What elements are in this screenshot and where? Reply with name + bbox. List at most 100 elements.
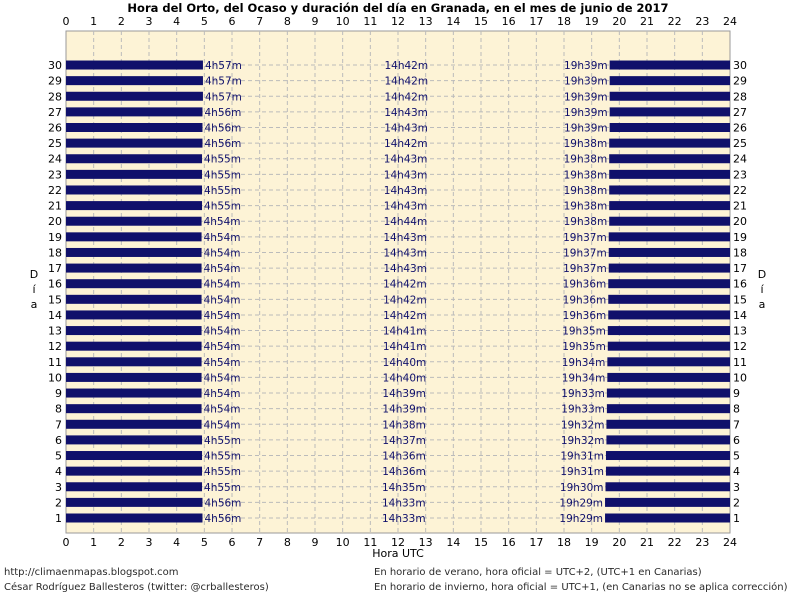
x-tick-label-top: 17 xyxy=(529,15,543,28)
night-bar-before-sunrise xyxy=(66,372,202,382)
x-ticks-top: 0 1 2 3 4 5 6 7 8 9 10 11 12 13 14 15 16 17 18 19 20 21 22 23 24 xyxy=(63,15,738,28)
y-tick-label-right: 28 xyxy=(733,90,747,103)
y-tick-label-left: 15 xyxy=(48,293,62,306)
duration-label: 14h43m xyxy=(384,123,428,135)
y-axis-label-char: í xyxy=(760,283,764,296)
x-tick-label-bottom: 9 xyxy=(312,536,319,549)
sunrise-label: 4h57m xyxy=(205,76,242,88)
y-tick-label-left: 28 xyxy=(48,90,62,103)
night-bar-before-sunrise xyxy=(66,91,203,101)
y-tick-label-left: 24 xyxy=(48,153,62,166)
sunrise-label: 4h54m xyxy=(204,232,241,244)
y-tick-label-right: 13 xyxy=(733,325,747,338)
night-bar-after-sunset xyxy=(609,201,730,211)
sunset-label: 19h38m xyxy=(564,216,608,228)
y-tick-label-right: 14 xyxy=(733,309,747,322)
y-tick-label-right: 17 xyxy=(733,262,747,275)
y-axis-label-char: í xyxy=(32,283,36,296)
x-tick-label-bottom: 3 xyxy=(146,536,153,549)
y-axis-label-right: Día xyxy=(758,268,766,311)
y-tick-label-right: 2 xyxy=(733,496,740,509)
night-bar-after-sunset xyxy=(609,60,730,70)
duration-label: 14h33m xyxy=(382,497,426,509)
night-bar-before-sunrise xyxy=(66,294,202,304)
sunset-label: 19h38m xyxy=(564,169,608,181)
value-labels: 4h56m 14h33m 19h29m 4h56m 14h33m 19h29m 4h55m 1… xyxy=(204,60,608,525)
night-bar-after-sunset xyxy=(607,341,730,351)
y-tick-label-right: 10 xyxy=(733,371,747,384)
night-bar-before-sunrise xyxy=(66,123,203,132)
sunrise-label: 4h54m xyxy=(204,279,241,291)
sunset-label: 19h39m xyxy=(564,60,608,72)
x-tick-label-top: 9 xyxy=(312,15,319,28)
sunrise-label: 4h54m xyxy=(204,372,241,384)
night-bar-after-sunset xyxy=(605,451,730,461)
sunrise-label: 4h55m xyxy=(204,169,241,181)
night-bar-before-sunrise xyxy=(66,482,203,492)
sunrise-label: 4h55m xyxy=(204,201,241,213)
sunset-label: 19h31m xyxy=(560,451,604,463)
y-tick-label-right: 3 xyxy=(733,481,740,494)
night-bar-before-sunrise xyxy=(66,76,203,86)
night-bar-before-sunrise xyxy=(66,169,203,179)
night-bar-after-sunset xyxy=(607,357,730,367)
night-bar-before-sunrise xyxy=(66,154,203,164)
sunrise-label: 4h55m xyxy=(204,451,241,463)
sunrise-label: 4h54m xyxy=(204,326,241,338)
x-tick-label-bottom: 8 xyxy=(284,536,291,549)
night-bar-before-sunrise xyxy=(66,279,202,289)
duration-label: 14h42m xyxy=(384,76,428,88)
x-tick-label-top: 19 xyxy=(585,15,599,28)
y-axis-label-char: a xyxy=(31,298,38,311)
x-tick-label-bottom: 20 xyxy=(612,536,626,549)
y-tick-label-left: 16 xyxy=(48,278,62,291)
sunset-label: 19h34m xyxy=(562,372,606,384)
duration-label: 14h43m xyxy=(384,169,428,181)
sunset-label: 19h30m xyxy=(560,482,604,494)
night-bar-after-sunset xyxy=(608,247,730,257)
night-bar-before-sunrise xyxy=(66,451,203,461)
y-tick-label-right: 20 xyxy=(733,215,747,228)
sunrise-label: 4h56m xyxy=(204,123,241,135)
y-tick-label-left: 3 xyxy=(55,481,62,494)
duration-label: 14h41m xyxy=(383,341,427,353)
duration-label: 14h36m xyxy=(382,451,426,463)
sunrise-label: 4h55m xyxy=(204,482,241,494)
x-tick-label-top: 18 xyxy=(557,15,571,28)
sunset-label: 19h36m xyxy=(563,279,607,291)
night-bar-before-sunrise xyxy=(66,185,203,195)
sunset-label: 19h38m xyxy=(564,154,608,166)
sunrise-label: 4h54m xyxy=(204,294,241,306)
sunrise-label: 4h54m xyxy=(204,216,241,228)
night-bar-after-sunset xyxy=(609,107,730,117)
y-tick-label-right: 4 xyxy=(733,465,740,478)
y-axis-label-char: D xyxy=(30,268,38,281)
y-tick-label-left: 11 xyxy=(48,356,62,369)
x-tick-label-top: 8 xyxy=(284,15,291,28)
sunrise-label: 4h54m xyxy=(204,388,241,400)
duration-label: 14h39m xyxy=(382,388,426,400)
y-tick-label-right: 8 xyxy=(733,403,740,416)
y-tick-label-left: 6 xyxy=(55,434,62,447)
duration-label: 14h42m xyxy=(384,60,428,72)
y-tick-label-right: 16 xyxy=(733,278,747,291)
y-axis-label-char: a xyxy=(759,298,766,311)
y-tick-label-right: 30 xyxy=(733,59,747,72)
sunset-label: 19h39m xyxy=(564,107,608,119)
sunset-label: 19h32m xyxy=(561,419,605,431)
x-tick-label-top: 24 xyxy=(723,15,737,28)
y-tick-label-right: 7 xyxy=(733,418,740,431)
night-bar-before-sunrise xyxy=(66,216,202,226)
sunrise-label: 4h56m xyxy=(204,513,241,525)
y-tick-label-left: 20 xyxy=(48,215,62,228)
night-bar-after-sunset xyxy=(608,294,730,304)
duration-label: 14h43m xyxy=(383,247,427,259)
x-tick-label-top: 11 xyxy=(363,15,377,28)
sunset-label: 19h33m xyxy=(561,388,605,400)
sunrise-label: 4h57m xyxy=(205,91,242,103)
y-tick-label-left: 12 xyxy=(48,340,62,353)
night-bar-before-sunrise xyxy=(66,357,202,367)
night-bar-after-sunset xyxy=(608,263,730,273)
sunset-label: 19h33m xyxy=(561,404,605,416)
x-tick-label-bottom: 21 xyxy=(640,536,654,549)
